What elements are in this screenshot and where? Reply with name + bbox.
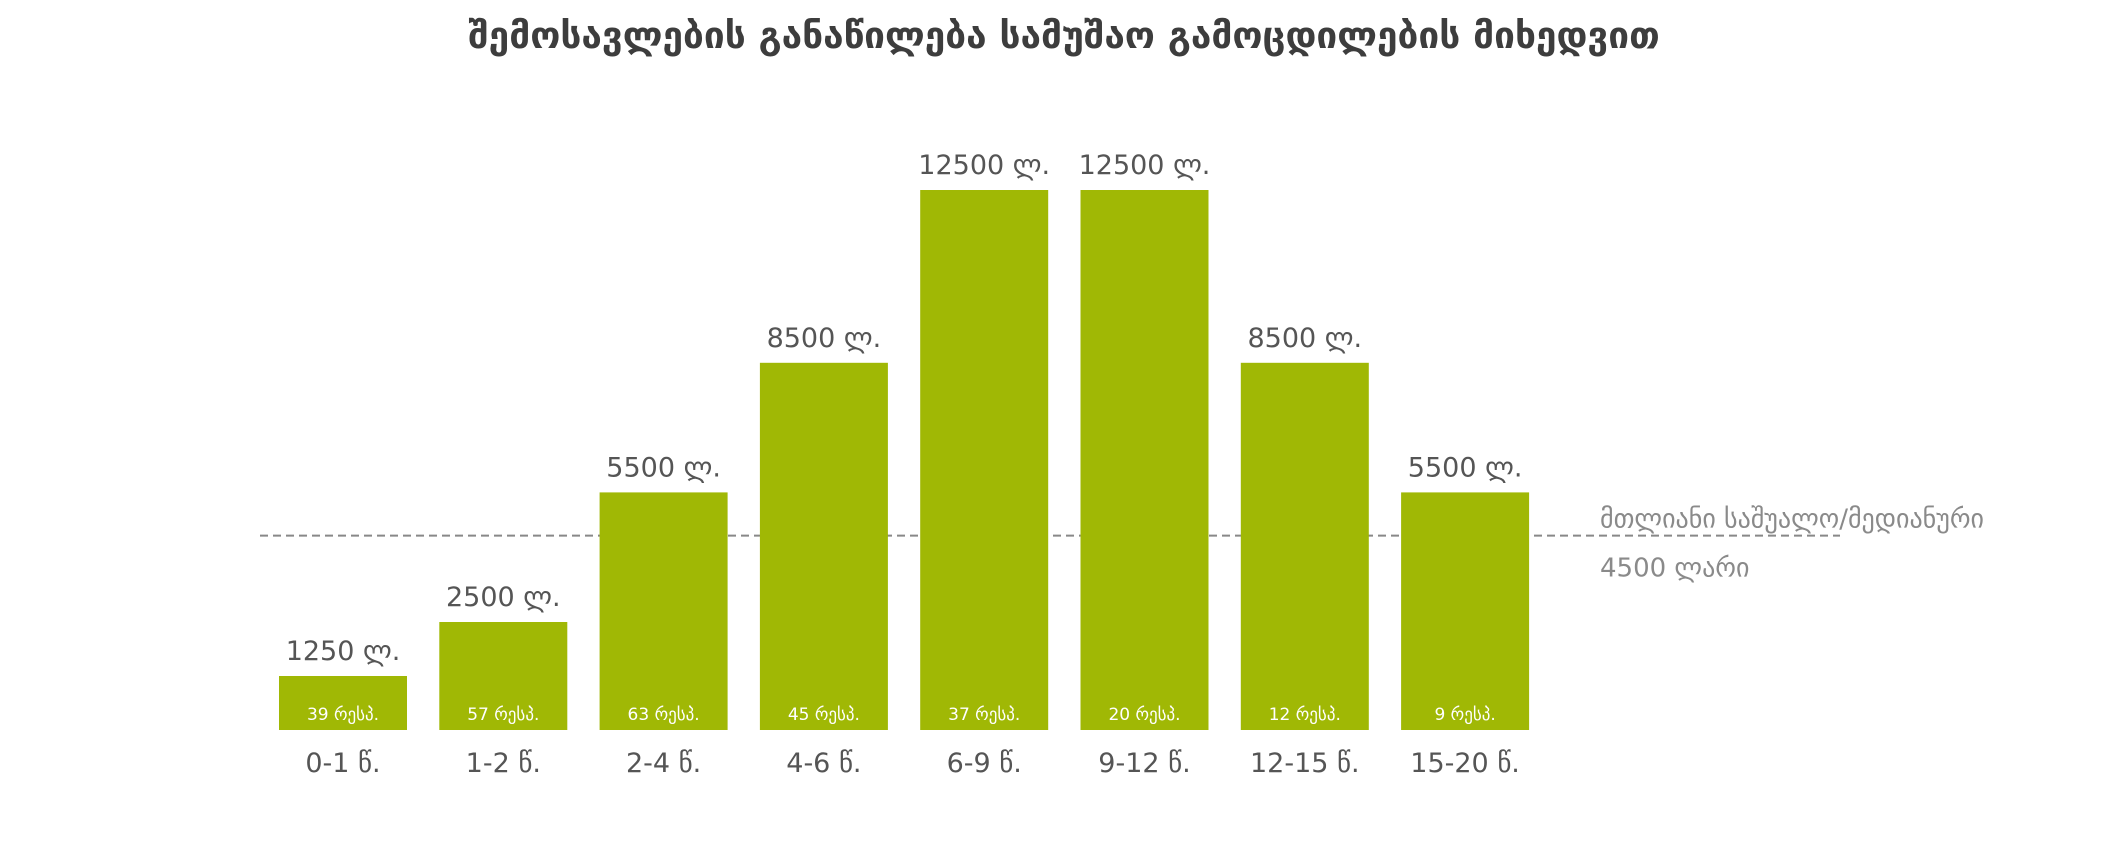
reference-line-group: მთლიანი საშუალო/მედიანური 4500 ლარი [260, 505, 1984, 584]
bars-group [279, 190, 1530, 730]
reference-line-label: მთლიანი საშუალო/მედიანური [1600, 505, 1984, 535]
x-tick-label: 15-20 წ. [1410, 748, 1520, 779]
x-tick-label: 2-4 წ. [626, 748, 701, 779]
bar-respondents-label: 39 რესპ. [307, 705, 379, 725]
bar-respondents-label: 12 რესპ. [1269, 705, 1341, 725]
bar-value-label: 5500 ლ. [606, 452, 721, 483]
x-tick-label: 4-6 წ. [786, 748, 861, 779]
bar [920, 190, 1049, 730]
bar [279, 676, 407, 730]
bar-value-label: 12500 ლ. [1079, 150, 1211, 181]
reference-line-value-label: 4500 ლარი [1600, 554, 1749, 584]
bar-respondents-label: 9 რესპ. [1434, 705, 1495, 725]
bar [439, 622, 568, 730]
bar-respondents-label: 37 რესპ. [948, 705, 1020, 725]
bar [599, 492, 728, 730]
x-tick-label: 6-9 წ. [947, 748, 1022, 779]
bar-respondents-label: 63 რესპ. [628, 705, 700, 725]
bar [1240, 362, 1369, 730]
x-tick-label: 1-2 წ. [466, 748, 541, 779]
x-tick-label: 12-15 წ. [1250, 748, 1360, 779]
bar-respondents-label: 45 რესპ. [788, 705, 860, 725]
chart-title: შემოსავლების განაწილება სამუშაო გამოცდილ… [468, 14, 1660, 57]
bar [1080, 190, 1209, 730]
bar-value-label: 8500 ლ. [1247, 323, 1362, 354]
x-tick-label: 0-1 წ. [305, 748, 380, 779]
bar [759, 362, 888, 730]
bar-value-label: 8500 ლ. [767, 323, 882, 354]
bar-value-label: 12500 ლ. [918, 150, 1050, 181]
bar-value-label: 5500 ლ. [1408, 452, 1523, 483]
labels-group: 1250 ლ. 39 რესპ. 0-1 წ. 2500 ლ. 57 რესპ. 1-2 … [286, 150, 1523, 779]
bar [1401, 492, 1530, 730]
bar-respondents-label: 57 რესპ. [467, 705, 539, 725]
bar-value-label: 2500 ლ. [446, 582, 561, 613]
x-tick-label: 9-12 წ. [1098, 748, 1190, 779]
bar-value-label: 1250 ლ. [286, 636, 401, 667]
bar-respondents-label: 20 რესპ. [1108, 705, 1180, 725]
